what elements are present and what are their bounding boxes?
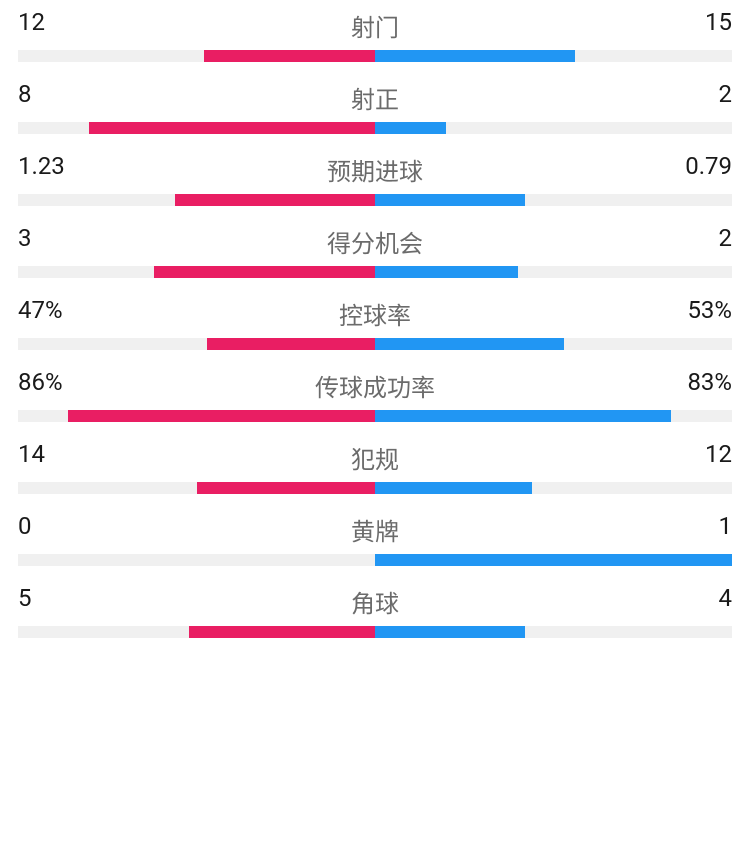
- stat-right-value: 1: [719, 512, 733, 540]
- stat-bar-right-track: [375, 410, 732, 422]
- match-stats-container: 12射门158射正21.23预期进球0.793得分机会247%控球率53%86%…: [18, 8, 732, 638]
- stat-row: 14 犯规 12: [18, 440, 732, 494]
- stat-bar-right-track: [375, 122, 732, 134]
- stat-bar-left-fill: [175, 194, 375, 206]
- stat-row: 8 射正 2: [18, 80, 732, 134]
- stat-left-value: 0: [18, 512, 32, 540]
- stat-bar-container: [18, 194, 732, 206]
- stat-right-value: 12: [705, 440, 732, 468]
- stat-bar-right-track: [375, 626, 732, 638]
- stat-header: 8射正2: [18, 80, 732, 108]
- stat-label: 控球率: [339, 296, 411, 331]
- stat-left-value: 12: [18, 8, 45, 36]
- stat-bar-right-fill: [375, 338, 564, 350]
- stat-bar-right-track: [375, 338, 732, 350]
- stat-bar-left-fill: [204, 50, 375, 62]
- stat-bar-left-track: [18, 554, 375, 566]
- stat-header: 47%控球率53%: [18, 296, 732, 324]
- stat-bar-right-fill: [375, 626, 525, 638]
- stat-bar-container: [18, 626, 732, 638]
- stat-bar-left-fill: [89, 122, 375, 134]
- stat-bar-left-track: [18, 194, 375, 206]
- stat-label: 角球: [351, 584, 399, 619]
- stat-bar-container: [18, 410, 732, 422]
- stat-bar-left-track: [18, 50, 375, 62]
- stat-right-value: 4: [719, 584, 733, 612]
- stat-header: 3得分机会2: [18, 224, 732, 252]
- stat-bar-right-fill: [375, 554, 732, 566]
- stat-bar-left-track: [18, 266, 375, 278]
- stat-left-value: 14: [18, 440, 45, 468]
- stat-left-value: 86%: [18, 368, 63, 396]
- stat-header: 1.23预期进球0.79: [18, 152, 732, 180]
- stat-bar-right-fill: [375, 122, 446, 134]
- stat-right-value: 53%: [687, 296, 732, 324]
- stat-row: 0 黄牌 1: [18, 512, 732, 566]
- stat-bar-left-fill: [154, 266, 375, 278]
- stat-bar-left-fill: [189, 626, 375, 638]
- stat-right-value: 2: [719, 80, 733, 108]
- stat-bar-left-fill: [207, 338, 375, 350]
- stat-bar-right-track: [375, 482, 732, 494]
- stat-bar-right-track: [375, 266, 732, 278]
- stat-bar-right-fill: [375, 410, 671, 422]
- stat-left-value: 47%: [18, 296, 63, 324]
- stat-right-value: 2: [719, 224, 733, 252]
- stat-row: 12 射门 15: [18, 8, 732, 62]
- stat-bar-left-fill: [68, 410, 375, 422]
- stat-label: 预期进球: [327, 152, 423, 187]
- stat-row: 5 角球 4: [18, 584, 732, 638]
- stat-row: 1.23 预期进球 0.79: [18, 152, 732, 206]
- stat-left-value: 8: [18, 80, 32, 108]
- stat-bar-container: [18, 266, 732, 278]
- stat-bar-left-fill: [197, 482, 376, 494]
- stat-bar-container: [18, 338, 732, 350]
- stat-bar-left-track: [18, 410, 375, 422]
- stat-row: 86% 传球成功率 83%: [18, 368, 732, 422]
- stat-bar-left-track: [18, 338, 375, 350]
- stat-left-value: 5: [18, 584, 32, 612]
- stat-label: 犯规: [351, 440, 399, 475]
- stat-bar-right-fill: [375, 266, 518, 278]
- stat-header: 12射门15: [18, 8, 732, 36]
- stat-label: 射正: [351, 80, 399, 115]
- stat-label: 黄牌: [351, 512, 399, 547]
- stat-row: 3 得分机会 2: [18, 224, 732, 278]
- stat-right-value: 0.79: [685, 152, 732, 180]
- stat-header: 14犯规12: [18, 440, 732, 468]
- stat-bar-right-track: [375, 554, 732, 566]
- stat-bar-right-track: [375, 50, 732, 62]
- stat-bar-right-fill: [375, 50, 575, 62]
- stat-right-value: 15: [705, 8, 732, 36]
- stat-bar-container: [18, 122, 732, 134]
- stat-bar-left-track: [18, 626, 375, 638]
- stat-row: 47% 控球率 53%: [18, 296, 732, 350]
- stat-label: 得分机会: [327, 224, 423, 259]
- stat-bar-container: [18, 50, 732, 62]
- stat-header: 5角球4: [18, 584, 732, 612]
- stat-header: 0黄牌1: [18, 512, 732, 540]
- stat-bar-left-track: [18, 482, 375, 494]
- stat-left-value: 1.23: [18, 152, 65, 180]
- stat-bar-right-track: [375, 194, 732, 206]
- stat-left-value: 3: [18, 224, 32, 252]
- stat-header: 86%传球成功率83%: [18, 368, 732, 396]
- stat-bar-container: [18, 554, 732, 566]
- stat-label: 射门: [351, 8, 399, 43]
- stat-bar-right-fill: [375, 194, 525, 206]
- stat-bar-container: [18, 482, 732, 494]
- stat-label: 传球成功率: [315, 368, 435, 403]
- stat-bar-left-track: [18, 122, 375, 134]
- stat-bar-right-fill: [375, 482, 532, 494]
- stat-right-value: 83%: [687, 368, 732, 396]
